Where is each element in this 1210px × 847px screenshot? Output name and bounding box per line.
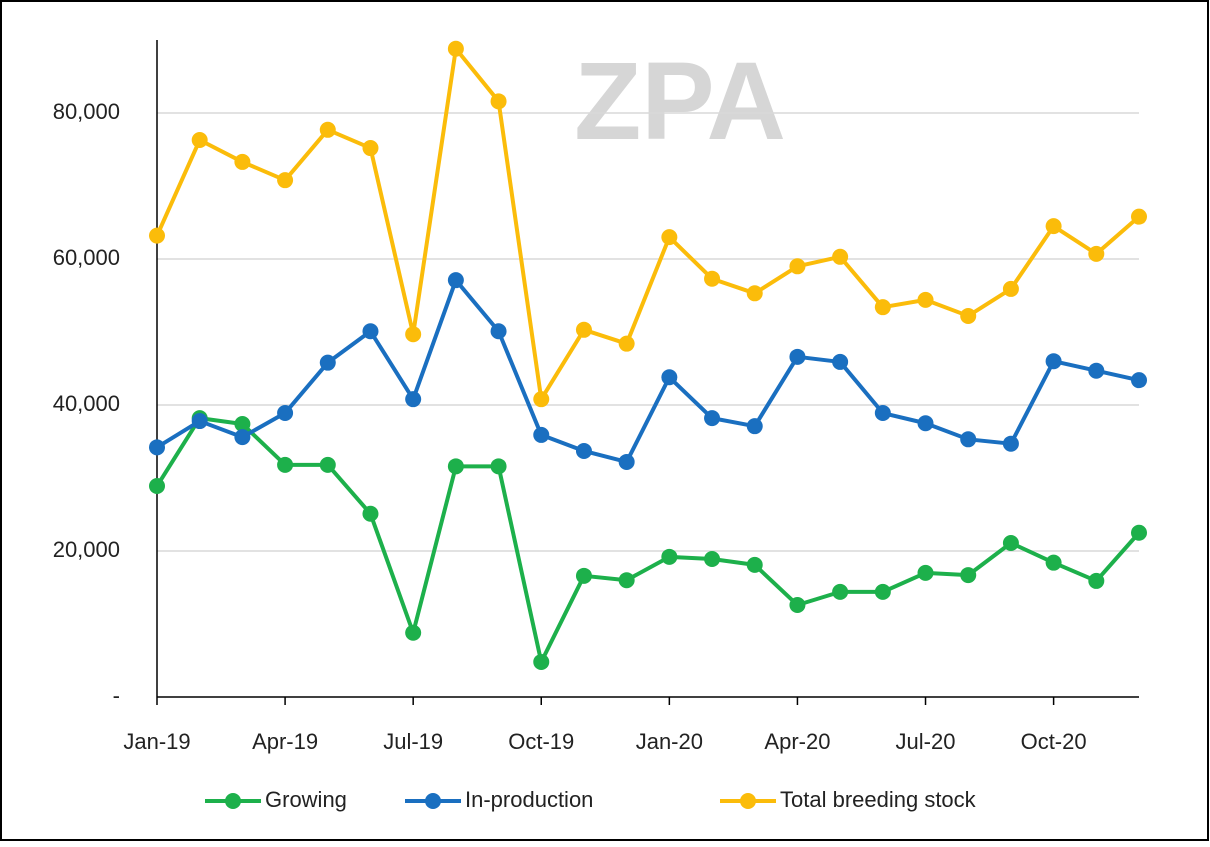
legend-marker [425,793,441,809]
point [661,369,678,386]
point [1045,353,1062,370]
point [618,453,635,470]
legend-label: In-production [465,787,593,812]
point [832,583,849,600]
point [575,321,592,338]
point [960,567,977,584]
point [319,121,336,138]
point [447,458,464,475]
point [746,556,763,573]
point [1045,554,1062,571]
point [277,456,294,473]
legend-marker [740,793,756,809]
point [490,458,507,475]
series-line [155,46,1141,402]
point [1002,435,1019,452]
point [405,326,422,343]
point [533,391,550,408]
point [1088,245,1105,262]
x-tick-label: Jan-20 [636,729,703,754]
point [319,354,336,371]
point [277,172,294,189]
point [1002,534,1019,551]
x-tick-label: Oct-19 [508,729,574,754]
point [704,270,721,287]
point [149,478,165,495]
point [789,348,806,365]
point [447,40,464,57]
point [1045,218,1062,235]
point [234,153,251,170]
x-tick-label: Jul-20 [896,729,956,754]
point [704,410,721,427]
point [618,335,635,352]
point [746,285,763,302]
point [191,413,208,430]
point [1088,362,1105,379]
x-tick-label: Jul-19 [383,729,443,754]
point [362,140,379,157]
point [277,405,294,422]
point [447,272,464,289]
watermark: ZPA [574,40,786,163]
point [490,93,507,110]
point [704,551,721,568]
point [405,624,422,641]
x-tick-label: Jan-19 [123,729,190,754]
point [149,227,165,244]
y-tick-label: 20,000 [53,537,120,562]
point [618,572,635,589]
point [874,299,891,316]
point [405,391,422,408]
point [533,426,550,443]
point [917,564,934,581]
point [917,291,934,308]
point [319,456,336,473]
point [917,415,934,432]
point [1002,280,1019,297]
point [789,258,806,275]
legend-label: Growing [265,787,347,812]
point [1131,372,1147,389]
x-tick-label: Apr-19 [252,729,318,754]
x-tick-label: Oct-20 [1021,729,1087,754]
legend-marker [225,793,241,809]
point [661,229,678,246]
point [362,323,379,340]
y-tick-label: 60,000 [53,245,120,270]
series-line [155,416,1141,664]
point [832,353,849,370]
point [362,505,379,522]
point [191,132,208,149]
point [874,405,891,422]
point [575,442,592,459]
series-line [155,278,1140,464]
point [234,415,251,432]
point [1131,208,1147,225]
point [832,248,849,265]
y-tick-label: 80,000 [53,99,120,124]
point [874,583,891,600]
point [149,439,165,456]
point [789,597,806,614]
point [661,548,678,565]
x-tick-label: Apr-20 [764,729,830,754]
y-tick-label: - [113,683,120,708]
y-tick-label: 40,000 [53,391,120,416]
point [1131,524,1147,541]
point [960,307,977,324]
point [533,653,550,670]
point [960,431,977,448]
point [234,429,251,446]
point [1088,572,1105,589]
point [490,323,507,340]
point [746,418,763,435]
legend-label: Total breeding stock [780,787,977,812]
point [575,567,592,584]
